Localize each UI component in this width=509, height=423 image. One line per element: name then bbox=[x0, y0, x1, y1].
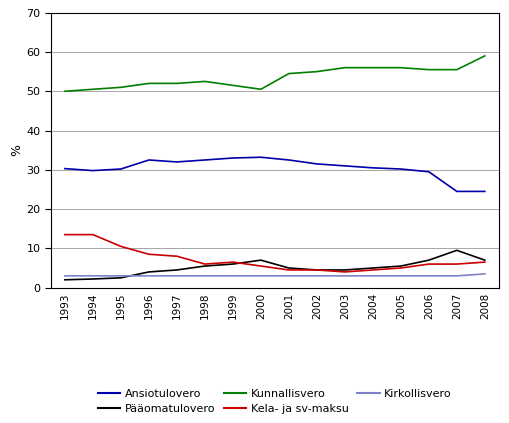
Y-axis label: %: % bbox=[11, 144, 23, 156]
Legend: Ansiotulovero, Pääomatulovero, Kunnallisvero, Kela- ja sv-maksu, Kirkollisvero: Ansiotulovero, Pääomatulovero, Kunnallis… bbox=[98, 388, 452, 414]
